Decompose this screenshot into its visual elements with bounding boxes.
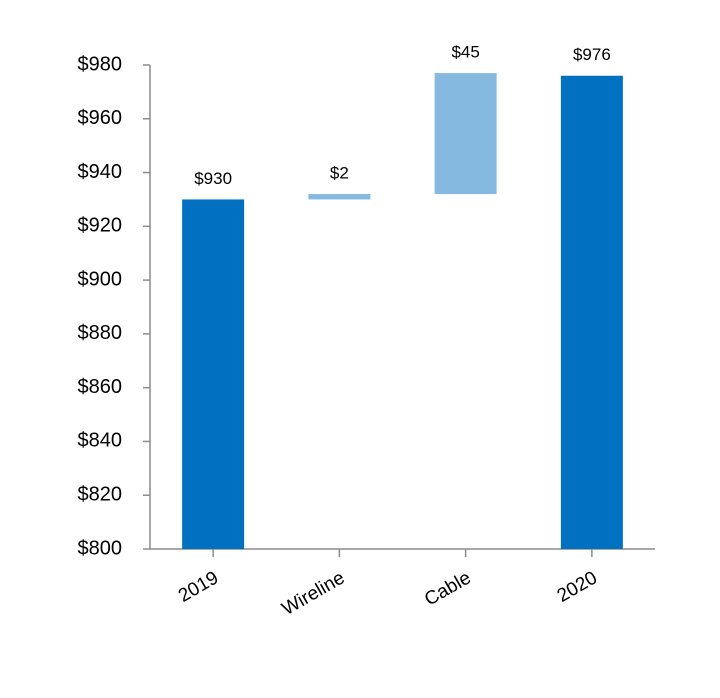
y-tick-label: $820 bbox=[78, 484, 123, 506]
x-tick-label: Wireline bbox=[278, 567, 348, 619]
y-tick-label: $800 bbox=[78, 537, 123, 559]
y-tick-label: $860 bbox=[78, 376, 123, 398]
y-tick-label: $960 bbox=[78, 107, 123, 129]
bar bbox=[434, 73, 497, 195]
x-tick-label: Cable bbox=[421, 567, 475, 610]
value-label: $2 bbox=[330, 164, 349, 183]
y-tick-label: $980 bbox=[78, 53, 123, 75]
x-tick-label: 2020 bbox=[554, 567, 601, 606]
y-tick-label: $940 bbox=[78, 161, 123, 183]
y-tick-label: $880 bbox=[78, 322, 123, 344]
y-tick-label: $920 bbox=[78, 215, 123, 237]
value-label: $930 bbox=[194, 169, 232, 188]
bar bbox=[308, 194, 371, 200]
value-label: $976 bbox=[573, 45, 611, 64]
bar bbox=[560, 75, 623, 549]
y-tick-label: $900 bbox=[78, 268, 123, 290]
value-label: $45 bbox=[451, 43, 479, 62]
x-tick-label: 2019 bbox=[175, 567, 222, 606]
y-tick-label: $840 bbox=[78, 430, 123, 452]
bar bbox=[182, 199, 245, 549]
